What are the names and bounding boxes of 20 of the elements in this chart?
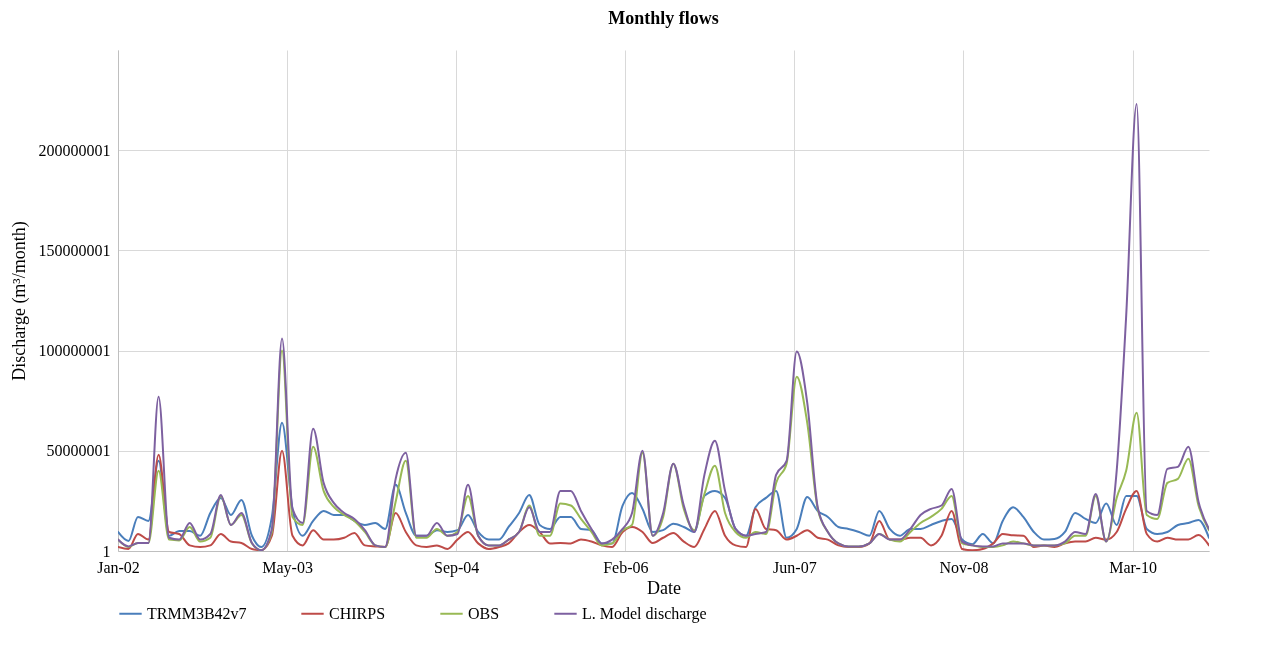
legend-label: OBS <box>468 604 500 622</box>
y-tick-label: 150000001 <box>38 241 111 259</box>
x-tick-label: Jun-07 <box>773 558 817 576</box>
x-axis-title: Date <box>647 577 681 598</box>
y-tick-label: 1 <box>102 542 111 560</box>
x-tick-label: Feb-06 <box>603 558 649 576</box>
chart-title: Monthly flows <box>608 8 719 28</box>
y-tick-label: 200000001 <box>38 141 111 159</box>
x-tick-label: May-03 <box>262 558 313 577</box>
y-axis-title: Discharge (m³/month) <box>8 221 30 381</box>
y-tick-label: 50000001 <box>46 442 111 460</box>
x-tick-label: Jan-02 <box>97 558 140 576</box>
x-tick-label: Mar-10 <box>1109 558 1157 576</box>
legend-label: TRMM3B42v7 <box>147 604 247 622</box>
x-tick-label: Sep-04 <box>434 558 480 577</box>
legend-label: L. Model discharge <box>582 604 707 623</box>
x-tick-label: Nov-08 <box>939 558 989 576</box>
y-tick-label: 100000001 <box>38 342 111 360</box>
line-series <box>118 421 1209 548</box>
legend-label: CHIRPS <box>329 604 386 622</box>
